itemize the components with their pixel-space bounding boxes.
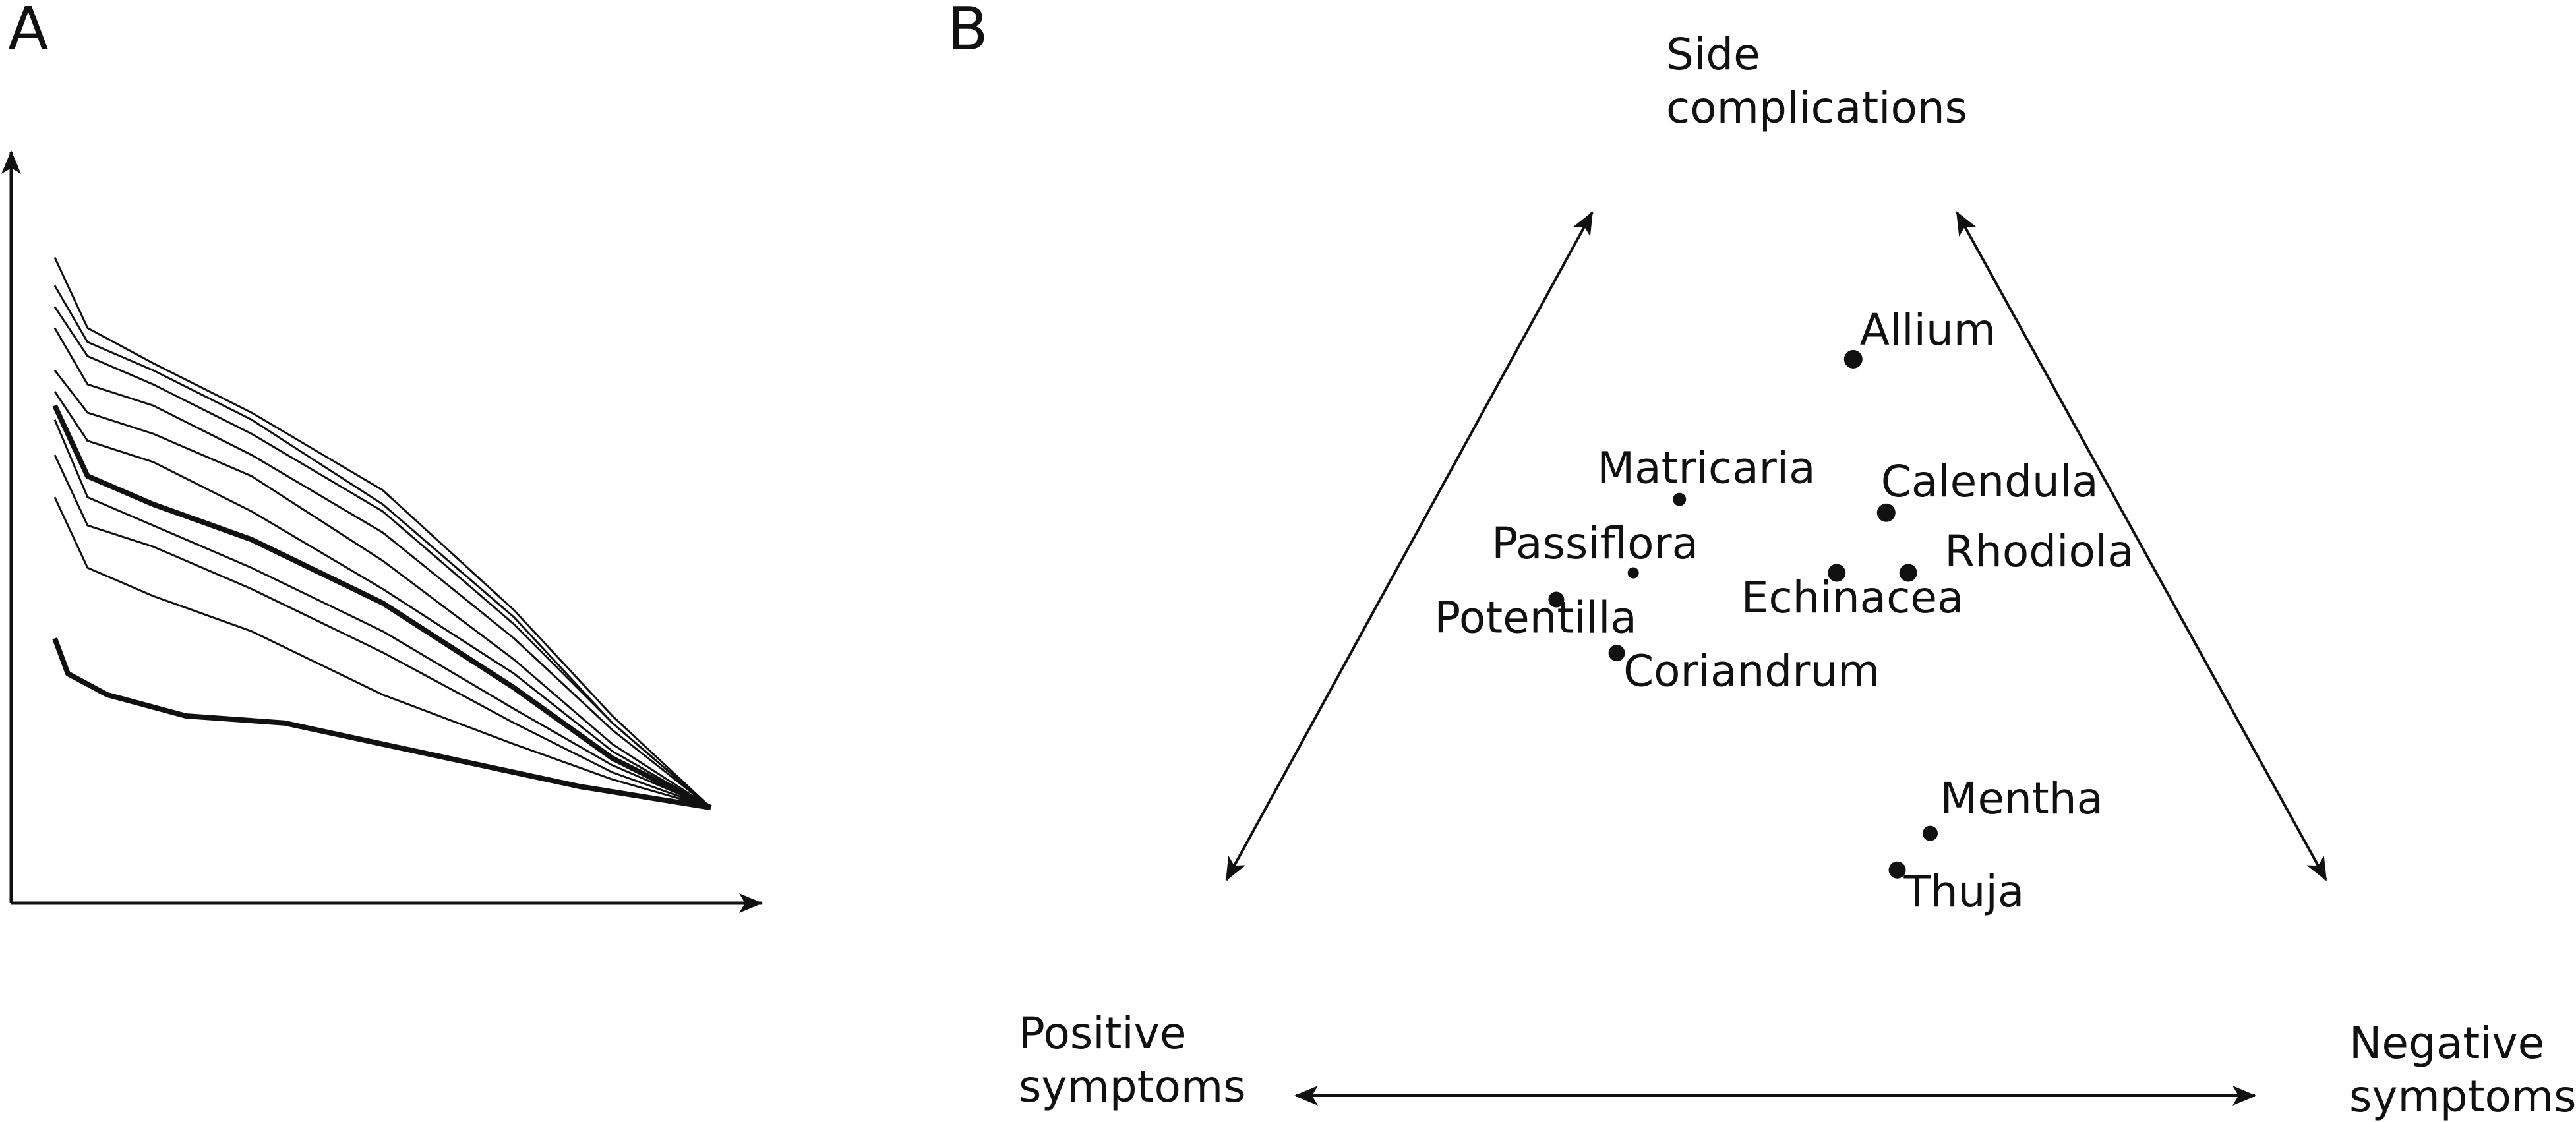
right-side-arrow bbox=[1956, 211, 2327, 881]
panel-a-series-line-7 bbox=[52, 404, 712, 810]
panel-b-letter: B bbox=[947, 0, 988, 64]
panel-a-series-line-10 bbox=[53, 496, 711, 809]
point-label-mentha: Mentha bbox=[1940, 773, 2104, 824]
point-label-rhodiola: Rhodiola bbox=[1944, 526, 2134, 577]
point-passiflora bbox=[1627, 567, 1639, 579]
panel-b-axes bbox=[1225, 211, 2327, 1106]
panel-a-series-line-3 bbox=[53, 306, 711, 809]
panel-a-series-line-1 bbox=[53, 256, 712, 809]
point-allium bbox=[1843, 349, 1863, 369]
axis-label-right: Negative symptoms bbox=[2349, 1018, 2576, 1122]
point-coriandrum bbox=[1608, 645, 1625, 662]
panel-b-points-group: Allium Matricaria Calendula Passiflora Echin… bbox=[1434, 305, 2134, 917]
point-label-matricaria: Matricaria bbox=[1597, 443, 1815, 494]
panel-a-axes bbox=[1, 150, 763, 913]
axis-label-top: Side complications bbox=[1666, 29, 1967, 133]
point-calendula bbox=[1876, 503, 1896, 522]
point-label-coriandrum: Coriandrum bbox=[1623, 646, 1880, 697]
point-mentha bbox=[1923, 825, 1938, 841]
panel-a-series-line-8 bbox=[53, 419, 711, 809]
point-potentilla bbox=[1548, 591, 1565, 608]
point-thuja bbox=[1888, 861, 1906, 879]
panel-a-letter: A bbox=[8, 0, 49, 64]
left-side-arrow bbox=[1225, 211, 1594, 881]
point-matricaria bbox=[1673, 492, 1687, 506]
point-label-calendula: Calendula bbox=[1881, 456, 2099, 507]
point-label-allium: Allium bbox=[1860, 305, 1996, 355]
point-label-potentilla: Potentilla bbox=[1434, 593, 1636, 643]
point-label-thuja: Thuja bbox=[1903, 866, 2025, 917]
panel-a-series-line-11 bbox=[52, 637, 711, 811]
panel-a-series-line-4 bbox=[53, 327, 711, 809]
axis-label-left: Positive symptoms bbox=[1019, 1008, 1246, 1112]
panel-a-series-line-9 bbox=[53, 454, 711, 809]
point-label-passiflora: Passiflora bbox=[1491, 518, 1698, 569]
point-label-echinacea: Echinacea bbox=[1741, 572, 1964, 623]
panel-a-series-line-6 bbox=[53, 390, 711, 809]
point-echinacea bbox=[1828, 564, 1846, 582]
point-rhodiola bbox=[1899, 564, 1917, 582]
panel-a-series-line-5 bbox=[53, 369, 711, 809]
panel-a-series-group bbox=[52, 256, 712, 811]
